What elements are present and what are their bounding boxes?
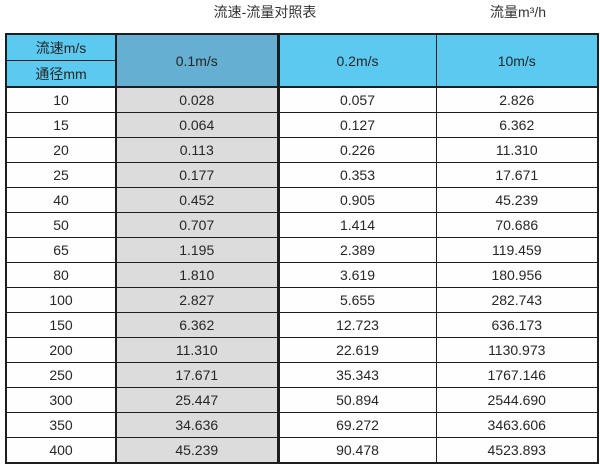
column-header-velocity-10: 10m/s: [435, 33, 599, 88]
flow-unit-label: 流量m³/h: [490, 4, 546, 20]
diameter-cell: 25: [5, 162, 117, 188]
header-row-velocity: 流速m/s 0.1m/s 0.2m/s 10m/s: [5, 33, 599, 88]
flow-cell: 2544.690: [435, 387, 599, 413]
flow-cell: 90.478: [277, 437, 437, 464]
flow-cell: 0.064: [115, 112, 280, 138]
diameter-cell: 15: [5, 112, 117, 138]
table-row: 15 0.064 0.127 6.362: [5, 112, 599, 138]
diameter-cell: 150: [5, 312, 117, 338]
diameter-cell: 65: [5, 237, 117, 263]
table-row: 40 0.452 0.905 45.239: [5, 187, 599, 213]
diameter-cell: 300: [5, 387, 117, 413]
velocity-flow-table: 流速m/s 0.1m/s 0.2m/s 10m/s 通径mm 10 0.028 …: [5, 33, 599, 464]
flow-cell: 70.686: [435, 212, 599, 238]
table-row: 50 0.707 1.414 70.686: [5, 212, 599, 238]
diameter-cell: 350: [5, 412, 117, 438]
flow-cell: 3463.606: [435, 412, 599, 438]
page-title: 流速-流量对照表: [213, 4, 317, 20]
table-row: 100 2.827 5.655 282.743: [5, 287, 599, 313]
table-row: 80 1.810 3.619 180.956: [5, 262, 599, 288]
flow-cell: 45.239: [435, 187, 599, 213]
flow-cell: 11.310: [115, 337, 280, 363]
flow-cell: 35.343: [277, 362, 437, 388]
flow-cell: 5.655: [277, 287, 437, 313]
flow-cell: 0.028: [115, 86, 280, 113]
flow-cell: 12.723: [277, 312, 437, 338]
column-header-velocity-0-2: 0.2m/s: [277, 33, 437, 88]
table-row: 20 0.113 0.226 11.310: [5, 137, 599, 163]
diameter-cell: 200: [5, 337, 117, 363]
flow-cell: 1.414: [277, 212, 437, 238]
diameter-cell: 50: [5, 212, 117, 238]
table-row: 25 0.177 0.353 17.671: [5, 162, 599, 188]
flow-cell: 0.452: [115, 187, 280, 213]
table-row: 250 17.671 35.343 1767.146: [5, 362, 599, 388]
flow-cell: 4523.893: [435, 437, 599, 464]
flow-cell: 25.447: [115, 387, 280, 413]
table-row: 200 11.310 22.619 1130.973: [5, 337, 599, 363]
flow-cell: 636.173: [435, 312, 599, 338]
table-row: 10 0.028 0.057 2.826: [5, 86, 599, 113]
flow-cell: 119.459: [435, 237, 599, 263]
diameter-cell: 20: [5, 137, 117, 163]
diameter-cell: 100: [5, 287, 117, 313]
flow-cell: 6.362: [115, 312, 280, 338]
flow-cell: 282.743: [435, 287, 599, 313]
table-row: 300 25.447 50.894 2544.690: [5, 387, 599, 413]
diameter-cell: 400: [5, 437, 117, 464]
flow-cell: 2.827: [115, 287, 280, 313]
flow-cell: 0.226: [277, 137, 437, 163]
flow-cell: 1767.146: [435, 362, 599, 388]
table-row: 350 34.636 69.272 3463.606: [5, 412, 599, 438]
diameter-cell: 250: [5, 362, 117, 388]
diameter-cell: 80: [5, 262, 117, 288]
flow-cell: 0.353: [277, 162, 437, 188]
flow-cell: 2.826: [435, 86, 599, 113]
flow-cell: 17.671: [115, 362, 280, 388]
table-row: 150 6.362 12.723 636.173: [5, 312, 599, 338]
flow-cell: 1.195: [115, 237, 280, 263]
column-header-velocity-0-1: 0.1m/s: [115, 33, 280, 88]
flow-cell: 0.905: [277, 187, 437, 213]
flow-cell: 0.113: [115, 137, 280, 163]
flow-cell: 0.707: [115, 212, 280, 238]
table-row: 65 1.195 2.389 119.459: [5, 237, 599, 263]
flow-cell: 1.810: [115, 262, 280, 288]
flow-cell: 22.619: [277, 337, 437, 363]
flow-cell: 2.389: [277, 237, 437, 263]
flow-cell: 0.177: [115, 162, 280, 188]
diameter-cell: 10: [5, 86, 117, 113]
corner-diameter-label: 通径mm: [5, 60, 117, 88]
flow-cell: 50.894: [277, 387, 437, 413]
diameter-cell: 40: [5, 187, 117, 213]
table-row: 400 45.239 90.478 4523.893: [5, 437, 599, 464]
flow-cell: 1130.973: [435, 337, 599, 363]
flow-cell: 34.636: [115, 412, 280, 438]
flow-cell: 45.239: [115, 437, 280, 464]
flow-cell: 11.310: [435, 137, 599, 163]
flow-cell: 3.619: [277, 262, 437, 288]
flow-cell: 17.671: [435, 162, 599, 188]
flow-cell: 6.362: [435, 112, 599, 138]
flow-cell: 69.272: [277, 412, 437, 438]
flow-cell: 0.057: [277, 86, 437, 113]
header-row-diameter: 通径mm: [5, 60, 598, 88]
corner-velocity-label: 流速m/s: [5, 33, 117, 61]
flow-cell: 0.127: [277, 112, 437, 138]
flow-cell: 180.956: [435, 262, 599, 288]
